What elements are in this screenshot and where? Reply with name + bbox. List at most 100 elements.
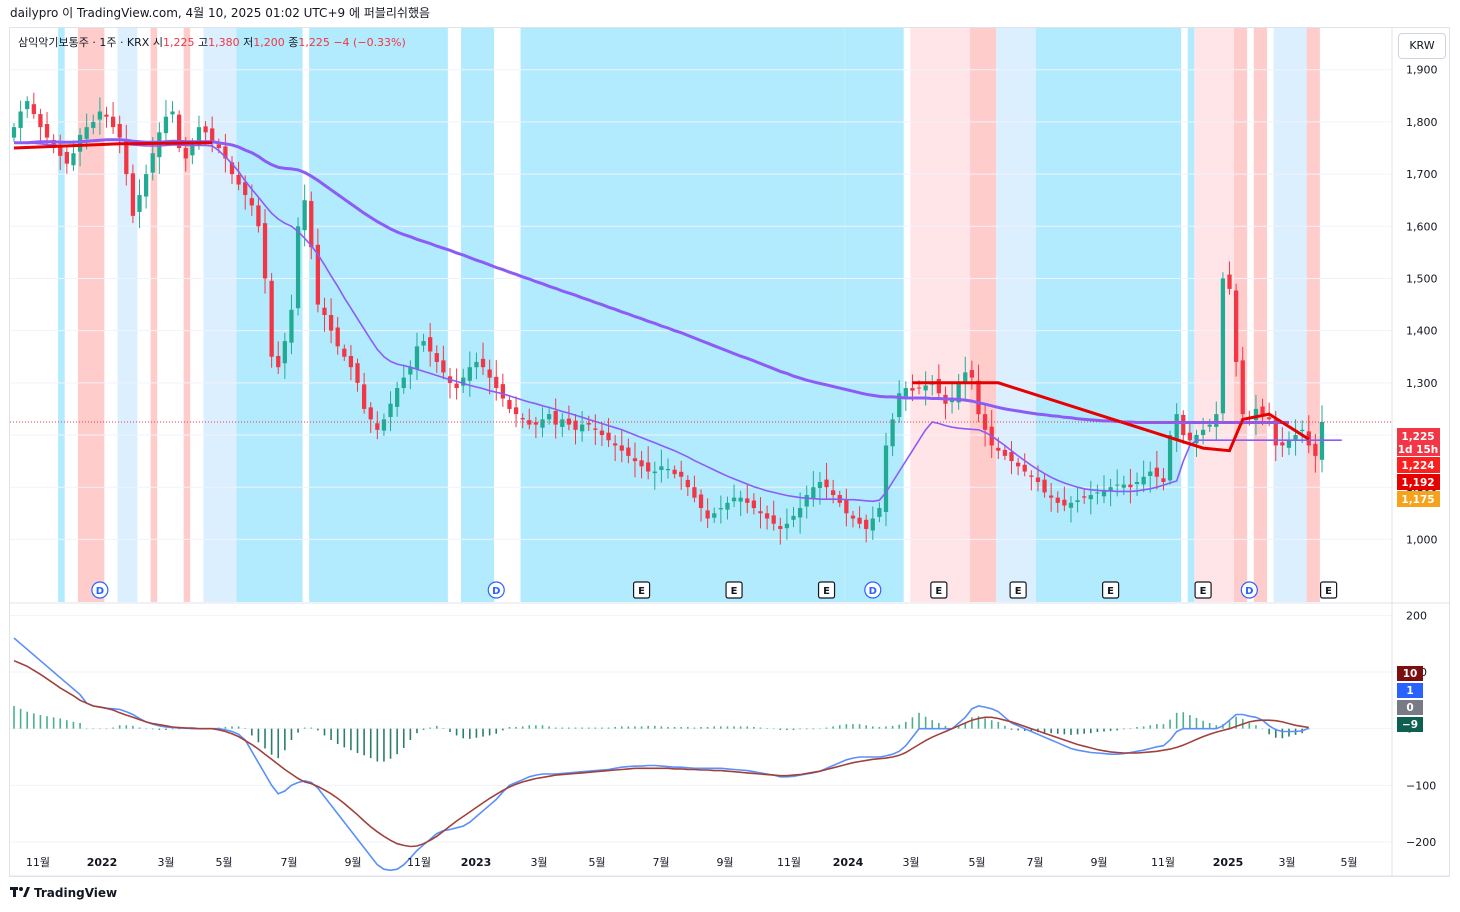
macd-histogram-bar (766, 728, 768, 729)
macd-value-text: 1 (1406, 685, 1413, 697)
candle (877, 502, 882, 523)
macd-histogram-bar (720, 726, 722, 729)
event-label: E (731, 586, 738, 597)
candle-body (309, 200, 314, 248)
candle-body (513, 407, 519, 415)
macd-histogram-bar (852, 724, 854, 729)
candle-body (520, 418, 525, 420)
candle (870, 506, 875, 540)
candle (784, 508, 790, 540)
macd-histogram-bar (805, 728, 808, 730)
candle (613, 435, 618, 462)
candle-body (613, 443, 618, 446)
candle-body (1042, 479, 1047, 493)
earnings-icon (1320, 581, 1338, 599)
candle (632, 442, 638, 478)
candle (1062, 486, 1067, 512)
macd-histogram-bar (607, 727, 610, 729)
price-label-box (1397, 491, 1440, 507)
candle (58, 134, 63, 170)
macd-histogram-bar (99, 728, 101, 730)
macd-histogram-bar (746, 726, 749, 729)
candle (811, 471, 816, 507)
earnings-icon (632, 581, 651, 599)
price-tick-label: 1,800 (1406, 116, 1438, 129)
candle-body (441, 360, 446, 373)
candle (890, 413, 895, 457)
candle-body (434, 353, 439, 362)
candle-body (289, 309, 294, 343)
macd-histogram-bar (832, 726, 834, 729)
candle (289, 294, 294, 355)
candle-body (38, 114, 43, 128)
candle (857, 506, 862, 529)
time-tick-label: 2024 (833, 856, 864, 869)
candle-body (712, 513, 717, 518)
candle-body (480, 358, 486, 368)
candle-body (25, 101, 30, 110)
macd-histogram-bar (59, 718, 62, 729)
currency-button[interactable]: KRW (1398, 33, 1446, 59)
candle-body (388, 403, 393, 418)
dividend-icon (487, 581, 505, 599)
macd-histogram-bar (700, 726, 702, 729)
event-label: D (1245, 586, 1253, 597)
candle-body (877, 508, 882, 517)
candle-body (698, 494, 704, 509)
macd-histogram-bar (1076, 728, 1079, 735)
macd-histogram-bar (620, 726, 623, 729)
macd-histogram-bar (330, 728, 332, 740)
candle-body (659, 466, 664, 470)
macd-histogram-bar (706, 726, 709, 729)
macd-histogram-bar (819, 728, 821, 730)
time-tick-label: 3월 (1278, 856, 1295, 869)
candle (1049, 483, 1054, 512)
macd-histogram-bar (634, 726, 636, 729)
low-label: 저 (243, 36, 254, 49)
symbol-name[interactable]: 삼익악기보통주 · 1주 · KRX (18, 36, 150, 49)
macd-value-box (1397, 666, 1423, 681)
macd-histogram-bar (1195, 717, 1198, 729)
event-label: E (1107, 586, 1114, 597)
candle (500, 373, 505, 407)
candle (586, 415, 591, 431)
macd-histogram-bar (1103, 728, 1105, 732)
candle-body (361, 384, 367, 409)
close-label: 종 (288, 36, 299, 49)
candle-body (401, 377, 406, 389)
candle-body (758, 511, 763, 514)
candle (1187, 421, 1193, 445)
macd-histogram-bar (1070, 728, 1072, 735)
candle-body (1233, 290, 1239, 362)
macd-histogram-bar (376, 728, 379, 762)
time-tick-label: 2023 (461, 856, 492, 869)
macd-value-box (1397, 700, 1423, 715)
candle-body (249, 198, 254, 206)
macd-histogram-bar (317, 728, 319, 731)
candle-body (1280, 442, 1285, 446)
macd-value-label: 1 (1397, 683, 1423, 698)
candle (322, 297, 327, 332)
time-tick-label: 3월 (157, 856, 174, 869)
background-band (1306, 28, 1320, 602)
macd-histogram-bar (1281, 728, 1284, 739)
macd-histogram-bar (435, 725, 438, 729)
macd-histogram-bar (363, 728, 365, 756)
candle-body (77, 134, 83, 152)
candle-body (408, 367, 413, 375)
candle-body (322, 307, 327, 315)
candle (269, 272, 274, 368)
macd-histogram-bar (1162, 724, 1165, 729)
macd-histogram-bar (1083, 728, 1085, 734)
candle-body (626, 447, 631, 456)
candle-body (956, 382, 961, 403)
candle (963, 356, 968, 400)
macd-histogram-bar (396, 728, 398, 755)
candle (1181, 410, 1186, 444)
candle-body (745, 498, 750, 503)
macd-histogram-bar (548, 726, 550, 729)
event-marker: D (91, 581, 109, 599)
candle (731, 484, 737, 508)
price-tick-label: 1,000 (1406, 533, 1438, 546)
